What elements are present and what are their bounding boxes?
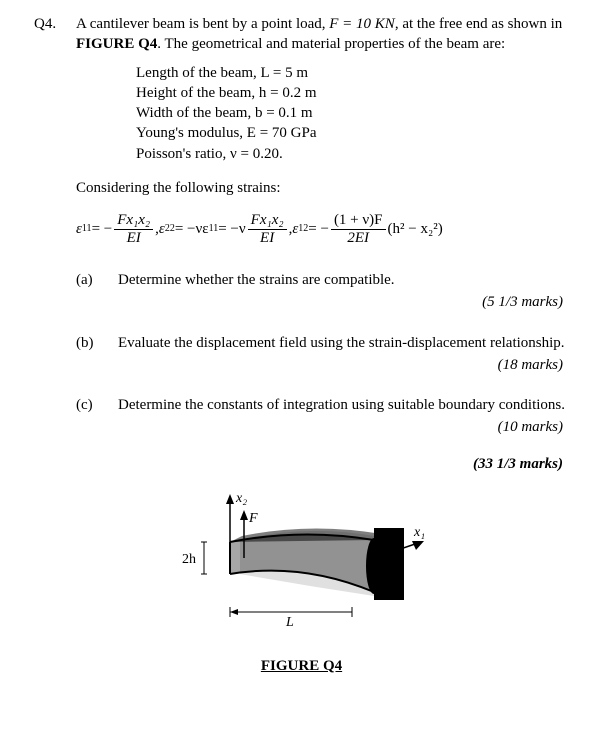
page: Q4. A cantilever beam is bent by a point… [0,0,603,730]
intro-pre: A cantilever beam is bent by a point loa… [76,16,329,32]
frac3-num: (1 + ν)F [331,213,386,230]
frac2-den: EI [257,230,277,246]
part-a: (a) Determine whether the strains are co… [34,270,569,290]
prop-poisson: Poisson's ratio, ν = 0.20. [136,144,569,164]
intro-mid: , at the free end as shown in [395,16,562,32]
prop-young: Young's modulus, E = 70 GPa [136,123,569,143]
part-b-label: (b) [76,333,118,353]
strain-equations: ε11 = − Fx₁x₂ EI , ε22 = −νε11 = −ν Fx₁x… [34,208,569,250]
part-b-text: Evaluate the displacement field using th… [118,333,569,353]
e11-eq: = − [92,219,113,239]
x2-label: x₂ [235,491,247,506]
part-c-text: Determine the constants of integration u… [118,395,569,415]
f-label: F [248,511,258,526]
frac1-num: Fx₁x₂ [114,213,153,230]
e22-cont: = −ν [218,219,245,239]
figure-svg: x₂ F 2h [152,488,452,648]
frac3: (1 + ν)F 2EI [331,213,386,246]
part-b: (b) Evaluate the displacement field usin… [34,333,569,353]
x1-label: x₁ [413,525,425,540]
figure-caption: FIGURE Q4 [261,656,342,676]
part-b-marks: (18 marks) [34,355,569,375]
prop-length: Length of the beam, L = 5 m [136,63,569,83]
e12-sub: 12 [298,222,308,236]
part-a-marks: (5 1/3 marks) [34,292,569,312]
e22-sub: 22 [165,222,175,236]
part-c: (c) Determine the constants of integrati… [34,395,569,415]
frac1-den: EI [124,230,144,246]
part-a-text: Determine whether the strains are compat… [118,270,569,290]
intro-figref: FIGURE Q4 [76,36,157,52]
e22-rhs-sub: 11 [209,222,219,236]
frac2: Fx₁x₂ EI [248,213,287,246]
question-header: Q4. A cantilever beam is bent by a point… [34,14,569,55]
prop-width: Width of the beam, b = 0.1 m [136,103,569,123]
e22-rhs: = −νε [175,219,209,239]
intro-post: . The geometrical and material propertie… [157,36,505,52]
h-label: 2h [182,552,196,567]
e12-eq: = − [308,219,329,239]
consider-line: Considering the following strains: [34,178,569,198]
part-a-label: (a) [76,270,118,290]
part-c-marks: (10 marks) [34,417,569,437]
total-marks: (33 1/3 marks) [34,454,569,474]
question-number: Q4. [34,14,76,34]
frac1: Fx₁x₂ EI [114,213,153,246]
l-label: L [285,615,294,630]
frac2-num: Fx₁x₂ [248,213,287,230]
figure-q4: x₂ F 2h [34,488,569,676]
question-intro: A cantilever beam is bent by a point loa… [76,14,569,55]
prop-height: Height of the beam, h = 0.2 m [136,83,569,103]
part-c-label: (c) [76,395,118,415]
properties-block: Length of the beam, L = 5 m Height of th… [34,63,569,164]
intro-load: F = 10 KN [329,16,395,32]
e11-sub: 11 [82,222,92,236]
frac3-den: 2EI [344,230,372,246]
tail: (h² − x₂²) [388,219,443,239]
